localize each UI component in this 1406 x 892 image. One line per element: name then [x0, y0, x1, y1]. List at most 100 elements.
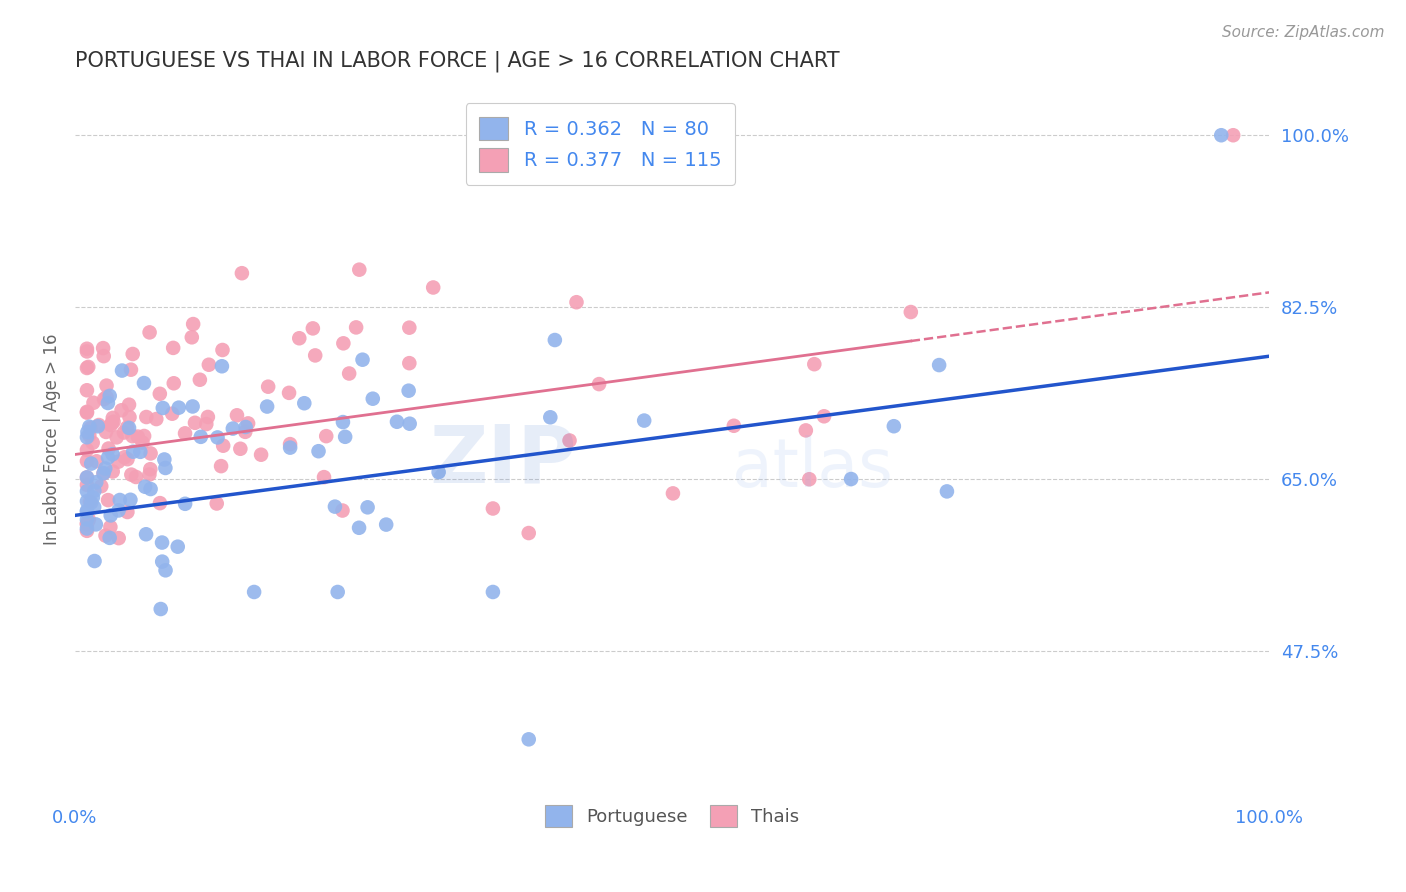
Point	[1222, 128, 1244, 143]
Point	[928, 358, 950, 372]
Point	[398, 384, 420, 398]
Point	[76, 405, 98, 419]
Point	[135, 410, 157, 425]
Point	[278, 441, 301, 455]
Point	[205, 496, 228, 510]
Point	[76, 470, 98, 484]
Point	[94, 425, 117, 439]
Point	[347, 521, 370, 535]
Point	[93, 467, 115, 481]
Point	[80, 457, 103, 471]
Y-axis label: In Labor Force | Age > 16: In Labor Force | Age > 16	[44, 334, 60, 546]
Point	[212, 439, 235, 453]
Point	[98, 389, 121, 403]
Point	[662, 486, 685, 500]
Point	[197, 409, 219, 424]
Point	[108, 493, 131, 508]
Point	[83, 483, 105, 498]
Point	[332, 336, 354, 351]
Point	[323, 500, 346, 514]
Point	[107, 455, 129, 469]
Point	[76, 513, 98, 527]
Point	[100, 520, 122, 534]
Point	[155, 563, 177, 577]
Point	[77, 513, 100, 527]
Point	[115, 420, 138, 434]
Point	[76, 524, 98, 538]
Point	[188, 373, 211, 387]
Point	[398, 356, 420, 370]
Point	[117, 505, 139, 519]
Legend: Portuguese, Thais: Portuguese, Thais	[537, 797, 807, 834]
Point	[82, 491, 104, 505]
Point	[132, 376, 155, 390]
Point	[302, 321, 325, 335]
Point	[155, 461, 177, 475]
Point	[588, 377, 610, 392]
Point	[97, 493, 120, 508]
Point	[799, 472, 821, 486]
Point	[138, 326, 160, 340]
Point	[723, 418, 745, 433]
Point	[76, 517, 98, 532]
Point	[107, 531, 129, 545]
Point	[82, 396, 104, 410]
Point	[80, 421, 103, 435]
Point	[135, 527, 157, 541]
Point	[93, 349, 115, 363]
Point	[315, 429, 337, 443]
Point	[96, 378, 118, 392]
Point	[93, 392, 115, 406]
Point	[427, 465, 450, 479]
Point	[174, 497, 197, 511]
Point	[243, 585, 266, 599]
Point	[883, 419, 905, 434]
Point	[231, 266, 253, 280]
Point	[375, 517, 398, 532]
Point	[145, 412, 167, 426]
Point	[76, 454, 98, 468]
Point	[385, 415, 408, 429]
Point	[195, 417, 218, 431]
Point	[96, 390, 118, 404]
Point	[84, 475, 107, 490]
Point	[235, 420, 257, 434]
Point	[97, 442, 120, 456]
Point	[94, 461, 117, 475]
Point	[97, 450, 120, 465]
Point	[344, 320, 367, 334]
Point	[207, 430, 229, 444]
Text: Source: ZipAtlas.com: Source: ZipAtlas.com	[1222, 25, 1385, 40]
Point	[538, 410, 561, 425]
Point	[98, 531, 121, 545]
Point	[222, 421, 245, 435]
Point	[900, 305, 922, 319]
Point	[118, 410, 141, 425]
Point	[76, 425, 98, 439]
Point	[87, 419, 110, 434]
Point	[76, 470, 98, 484]
Point	[278, 385, 301, 400]
Point	[79, 419, 101, 434]
Point	[79, 494, 101, 508]
Point	[226, 409, 249, 423]
Point	[139, 446, 162, 460]
Point	[544, 333, 567, 347]
Point	[93, 466, 115, 480]
Point	[162, 341, 184, 355]
Point	[103, 415, 125, 429]
Point	[308, 444, 330, 458]
Point	[250, 448, 273, 462]
Point	[257, 380, 280, 394]
Point	[422, 280, 444, 294]
Point	[935, 484, 957, 499]
Point	[76, 442, 98, 457]
Point	[482, 501, 505, 516]
Text: PORTUGUESE VS THAI IN LABOR FORCE | AGE > 16 CORRELATION CHART: PORTUGUESE VS THAI IN LABOR FORCE | AGE …	[75, 51, 839, 72]
Point	[91, 341, 114, 355]
Point	[211, 343, 233, 357]
Point	[105, 430, 128, 444]
Point	[180, 330, 202, 344]
Point	[134, 480, 156, 494]
Point	[482, 585, 505, 599]
